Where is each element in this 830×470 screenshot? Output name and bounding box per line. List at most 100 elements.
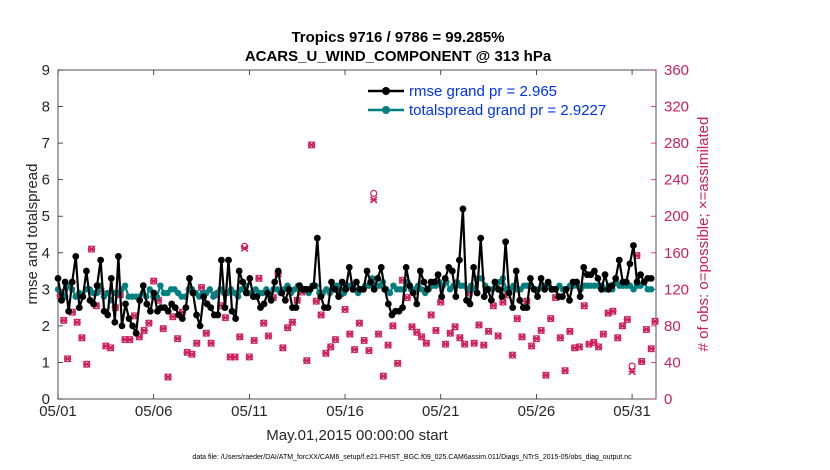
obs-assimilated-marker xyxy=(484,327,493,336)
obs-assimilated-marker xyxy=(456,334,464,342)
obs-possible-marker xyxy=(370,189,378,197)
obs-assimilated-marker xyxy=(303,356,311,365)
obs-assimilated-marker xyxy=(475,321,483,329)
obs-assimilated-marker xyxy=(642,325,651,334)
y-left-tick-label: 4 xyxy=(42,245,50,262)
rmse-point xyxy=(228,307,236,315)
obs-assimilated-marker xyxy=(264,332,273,340)
obs-assimilated-marker xyxy=(556,334,565,342)
obs-assimilated-marker xyxy=(532,334,541,343)
rmse-point xyxy=(509,304,517,312)
rmse-point xyxy=(235,267,243,275)
obs-assimilated-marker xyxy=(389,322,397,330)
rmse-point xyxy=(399,304,406,312)
obs-assimilated-marker xyxy=(355,319,364,327)
rmse-point xyxy=(349,285,357,293)
rmse-point xyxy=(434,271,442,279)
obs-assimilated-marker xyxy=(279,344,287,352)
obs-assimilated-marker xyxy=(513,314,522,323)
obs-assimilated-marker xyxy=(341,305,349,314)
rmse-point xyxy=(452,293,460,301)
obs-assimilated-marker xyxy=(197,283,206,292)
obs-assimilated-marker xyxy=(82,360,91,369)
rmse-point xyxy=(200,293,208,301)
y-right-tick-label: 0 xyxy=(664,391,672,408)
legend-totalspread-label: totalspread grand pr = 2.9227 xyxy=(409,102,606,119)
rmse-point xyxy=(93,282,101,290)
obs-assimilated-marker xyxy=(188,350,196,358)
totalspread-point xyxy=(121,282,129,289)
y-left-tick-label: 1 xyxy=(42,354,50,371)
obs-assimilated-marker xyxy=(609,307,617,316)
obs-assimilated-marker xyxy=(470,339,478,348)
obs-assimilated-marker xyxy=(78,334,86,342)
legend-totalspread-marker xyxy=(382,106,390,114)
data-file-footnote: data file: /Users/raeder/DAI/ATM_forcXX/… xyxy=(192,454,632,461)
obs-assimilated-marker xyxy=(480,341,488,349)
obs-assimilated-marker xyxy=(236,333,244,341)
obs-assimilated-marker xyxy=(164,373,172,381)
rmse-point xyxy=(477,234,485,242)
obs-assimilated-marker xyxy=(451,323,459,331)
obs-assimilated-marker xyxy=(494,332,502,340)
rmse-point xyxy=(615,256,623,264)
rmse-point xyxy=(367,278,374,286)
rmse-point xyxy=(626,260,634,268)
legend: rmse grand pr = 2.965 totalspread grand … xyxy=(368,83,606,119)
x-tick-label: 05/06 xyxy=(135,403,173,420)
obs-assimilated-marker xyxy=(140,326,148,335)
y-right-tick-label: 280 xyxy=(664,135,689,152)
obs-assimilated-marker xyxy=(331,335,340,344)
obs-assimilated-marker xyxy=(628,367,636,376)
y-right-tick-label: 240 xyxy=(664,172,689,189)
rmse-point xyxy=(487,296,495,304)
rmse-point xyxy=(239,278,247,286)
plot-area xyxy=(57,69,657,400)
obs-assimilated-marker xyxy=(460,340,469,348)
rmse-point xyxy=(345,264,353,271)
obs-assimilated-marker xyxy=(566,327,574,336)
x-tick-label: 05/11 xyxy=(231,403,267,420)
rmse-point xyxy=(214,311,222,319)
obs-assimilated-marker xyxy=(326,343,335,351)
rmse-point xyxy=(271,278,279,286)
rmse-point xyxy=(122,300,129,308)
rmse-point xyxy=(612,274,620,282)
rmse-point xyxy=(207,304,215,312)
obs-assimilated-marker xyxy=(561,366,569,375)
rmse-point xyxy=(516,296,524,304)
rmse-point xyxy=(150,289,158,297)
totalspread-point xyxy=(648,286,655,293)
rmse-point xyxy=(502,238,509,246)
x-tick-label: 05/01 xyxy=(39,403,77,420)
rmse-point xyxy=(132,329,140,337)
obs-assimilated-marker xyxy=(446,329,455,337)
obs-assimilated-marker xyxy=(422,339,431,348)
rmse-point xyxy=(79,293,87,301)
y-right-tick-label: 120 xyxy=(664,281,689,298)
totalspread-point xyxy=(386,289,394,297)
rmse-point xyxy=(608,282,616,290)
legend-rmse-marker xyxy=(382,87,390,95)
rmse-point xyxy=(637,271,644,279)
rmse-point xyxy=(338,278,346,286)
x-tick-label: 05/21 xyxy=(422,403,460,420)
rmse-point xyxy=(491,278,499,286)
obs-assimilated-marker xyxy=(417,333,426,341)
rmse-point xyxy=(544,278,552,286)
rmse-point xyxy=(381,285,389,293)
rmse-point xyxy=(97,256,105,264)
rmse-point xyxy=(111,318,119,326)
rmse-point xyxy=(448,267,456,275)
rmse-point xyxy=(438,293,446,301)
obs-assimilated-marker xyxy=(307,141,316,149)
obs-assimilated-marker xyxy=(542,371,550,380)
rmse-point xyxy=(622,278,630,286)
rmse-point xyxy=(377,264,385,271)
rmse-point xyxy=(598,285,605,293)
y-right-tick-label: 360 xyxy=(664,62,689,79)
x-axis-label: May.01,2015 00:00:00 start xyxy=(266,427,448,444)
rmse-point xyxy=(360,285,367,293)
rmse-point xyxy=(416,267,424,275)
